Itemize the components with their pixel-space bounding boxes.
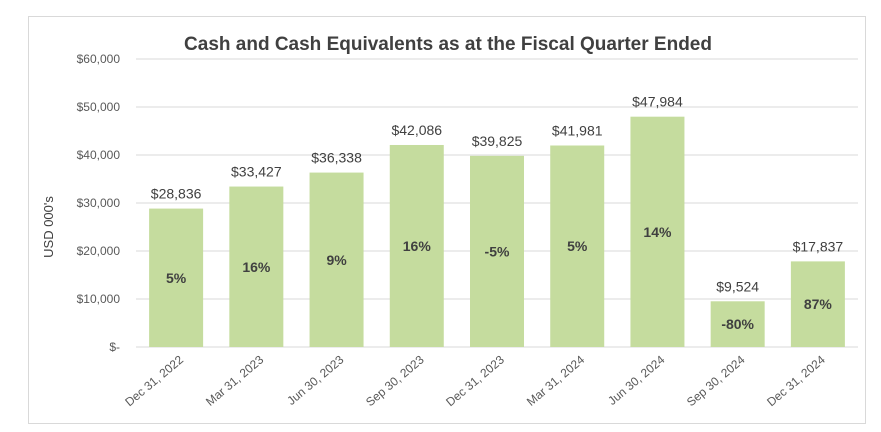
chart-title: Cash and Cash Equivalents as at the Fisc… (184, 34, 712, 55)
value-label: $36,338 (311, 150, 362, 166)
value-label: $41,981 (552, 122, 603, 138)
percent-change-label: -5% (485, 243, 510, 259)
x-tick-label: Mar 31, 2023 (203, 352, 266, 408)
x-tick-label: Dec 31, 2024 (764, 352, 828, 409)
percent-change-label: -80% (721, 316, 754, 332)
y-tick-label: $10,000 (77, 292, 121, 306)
x-tick-label: Sep 30, 2023 (363, 352, 427, 409)
bars: $28,836 5% $33,427 16% $36,338 9% $42,086 16% $3… (149, 94, 845, 347)
y-axis-label: USD 000's (41, 196, 56, 258)
y-tick-label: $60,000 (77, 52, 121, 66)
x-axis-ticks: Dec 31, 2022 Mar 31, 2023 Jun 30, 2023 Sep … (122, 352, 828, 409)
percent-change-label: 16% (242, 259, 271, 275)
x-tick-label: Jun 30, 2024 (605, 352, 667, 408)
y-tick-label: $30,000 (77, 196, 121, 210)
percent-change-label: 16% (403, 238, 432, 254)
percent-change-label: 14% (643, 224, 672, 240)
y-tick-label: $50,000 (77, 100, 121, 114)
bar-chart: Cash and Cash Equivalents as at the Fisc… (0, 0, 881, 432)
y-tick-label: $40,000 (77, 148, 121, 162)
x-tick-label: Sep 30, 2024 (684, 352, 748, 409)
percent-change-label: 5% (166, 270, 187, 286)
y-axis-ticks: $- $10,000 $20,000 $30,000 $40,000 $50,000 $60… (77, 52, 121, 354)
percent-change-label: 87% (804, 296, 833, 312)
y-tick-label: $20,000 (77, 244, 121, 258)
value-label: $17,837 (793, 238, 844, 254)
x-tick-label: Mar 31, 2024 (524, 352, 587, 408)
value-label: $39,825 (472, 133, 523, 149)
y-tick-label: $- (109, 340, 120, 354)
x-tick-label: Jun 30, 2023 (284, 352, 346, 408)
x-tick-label: Dec 31, 2023 (443, 352, 507, 409)
x-tick-label: Dec 31, 2022 (122, 352, 186, 409)
value-label: $28,836 (151, 186, 202, 202)
percent-change-label: 9% (326, 252, 347, 268)
value-label: $9,524 (716, 278, 759, 294)
percent-change-label: 5% (567, 238, 588, 254)
value-label: $33,427 (231, 164, 282, 180)
value-label: $42,086 (391, 122, 442, 138)
value-label: $47,984 (632, 94, 683, 110)
